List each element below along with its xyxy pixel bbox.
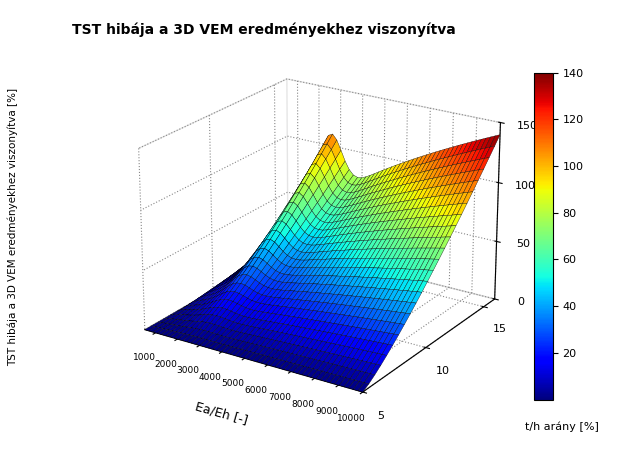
Text: TST hibája a 3D VEM eredményekhez viszonyítva: TST hibája a 3D VEM eredményekhez viszon… [72, 23, 456, 37]
Text: TST hibája a 3D VEM eredményekhez viszonyítva [%]: TST hibája a 3D VEM eredményekhez viszon… [8, 88, 18, 366]
Text: t/h arány [%]: t/h arány [%] [525, 421, 599, 432]
X-axis label: Ea/Eh [-]: Ea/Eh [-] [193, 400, 249, 428]
